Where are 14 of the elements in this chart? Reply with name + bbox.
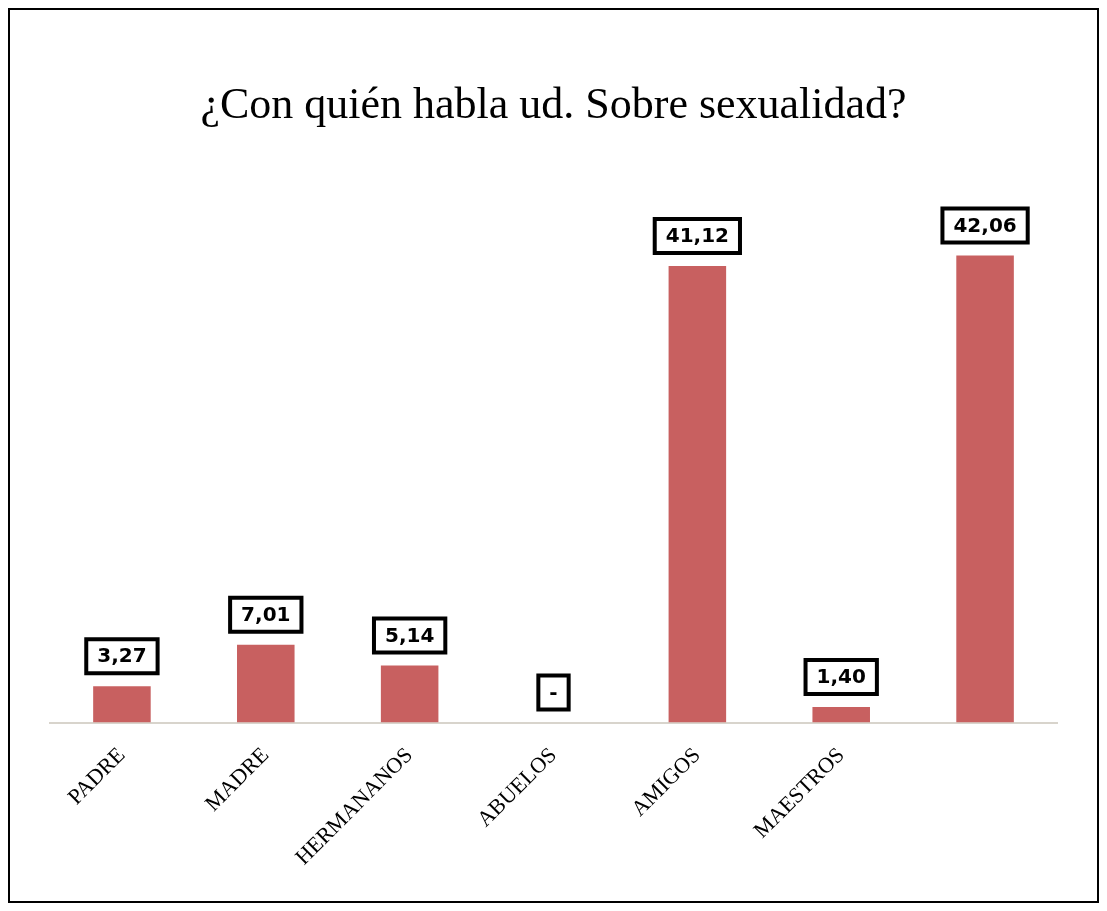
- data-label: 7,01: [241, 601, 291, 626]
- data-label: 41,12: [665, 223, 729, 248]
- data-label: -: [549, 679, 558, 704]
- bar: [668, 265, 727, 723]
- bar: [237, 644, 295, 723]
- data-label: 42,06: [953, 212, 1017, 237]
- data-label: 1,40: [816, 664, 866, 689]
- bar: [380, 665, 439, 723]
- bar: [93, 686, 151, 723]
- chart-title: ¿Con quién habla ud. Sobre sexualidad?: [200, 78, 907, 128]
- bar: [812, 707, 870, 723]
- bar: [956, 255, 1014, 723]
- data-label: 3,27: [97, 643, 147, 668]
- data-label: 5,14: [384, 622, 435, 647]
